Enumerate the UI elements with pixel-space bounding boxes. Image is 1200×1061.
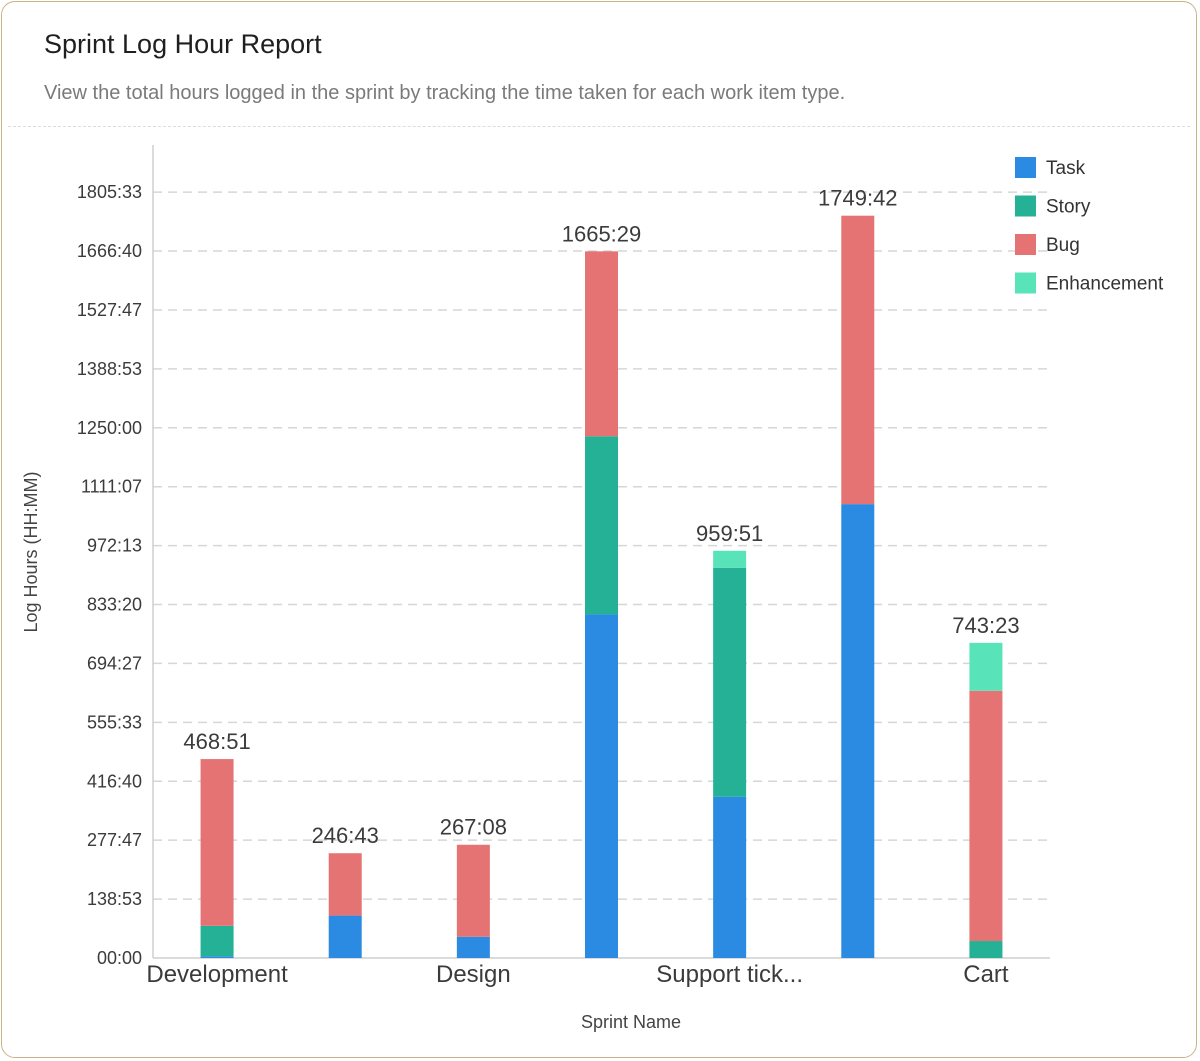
legend-item-bug[interactable]: Bug [1015, 234, 1080, 256]
bar-segment-task[interactable] [328, 915, 362, 958]
bar-segment-story[interactable] [585, 436, 618, 615]
bar-total-label: 1665:29 [562, 221, 642, 246]
bar-total-label: 959:51 [696, 521, 763, 546]
bar-segment-task[interactable] [713, 796, 747, 958]
y-tick-label: 555:33 [87, 712, 142, 732]
y-tick-label: 1111:07 [81, 477, 142, 497]
y-tick-label: 1666:40 [77, 241, 142, 261]
legend-swatch [1015, 195, 1036, 217]
bar-segment-story[interactable] [969, 941, 1003, 958]
x-tick-label: Design [436, 961, 511, 988]
legend-label: Enhancement [1046, 274, 1164, 295]
bar-segment-task[interactable] [841, 504, 875, 958]
legend-label: Story [1046, 197, 1091, 218]
report-subtitle: View the total hours logged in the sprin… [44, 82, 846, 104]
bar-segment-bug[interactable] [841, 215, 875, 505]
x-axis-title: Sprint Name [581, 1012, 681, 1032]
y-tick-label: 138:53 [87, 889, 142, 909]
legend-item-task[interactable]: Task [1015, 157, 1086, 179]
bar-segment-story[interactable] [200, 925, 234, 957]
y-tick-label: 1250:00 [77, 418, 142, 438]
x-tick-labels: Development Design Support tick... Cart [146, 961, 1009, 988]
x-tick-label: Development [146, 961, 288, 988]
y-tick-labels: 00:00 138:53 277:47 416:40 555:33 694:27 833:2… [77, 182, 142, 968]
x-tick-label: Cart [963, 961, 1009, 988]
header-divider [8, 126, 1190, 127]
bar-segment-bug[interactable] [456, 844, 490, 937]
bar-segment-task[interactable] [456, 936, 490, 958]
y-tick-label: 694:27 [87, 653, 142, 673]
y-tick-label: 972:13 [87, 536, 142, 556]
x-tick-label: Support tick... [656, 961, 803, 988]
y-axis-title: Log Hours (HH:MM) [21, 471, 41, 632]
y-tick-label: 00:00 [97, 948, 142, 968]
bar-total-label: 246:43 [312, 823, 379, 848]
bar-segment-task[interactable] [200, 956, 234, 958]
y-tick-label: 416:40 [87, 771, 142, 791]
bar-segment-enhancement[interactable] [713, 550, 747, 568]
report-title: Sprint Log Hour Report [44, 29, 322, 59]
y-tick-label: 833:20 [87, 595, 142, 615]
legend: Task Story Bug Enhancement [1015, 157, 1164, 295]
y-tick-label: 1805:33 [77, 182, 142, 202]
bar-segment-bug[interactable] [328, 853, 362, 916]
bar-total-label: 267:08 [440, 815, 507, 840]
bar-segment-story[interactable] [713, 567, 747, 797]
y-tick-label: 1527:47 [77, 300, 142, 320]
legend-label: Task [1046, 158, 1086, 179]
bar-segment-bug[interactable] [200, 759, 234, 926]
legend-swatch [1015, 234, 1036, 255]
legend-label: Bug [1046, 235, 1080, 256]
bar-segment-enhancement[interactable] [969, 642, 1003, 691]
bars [200, 215, 1003, 958]
bar-segment-bug[interactable] [585, 251, 618, 437]
bar-total-label: 743:23 [952, 613, 1019, 638]
bar-segment-task[interactable] [585, 614, 618, 958]
bar-segment-bug[interactable] [969, 690, 1003, 942]
legend-item-story[interactable]: Story [1015, 195, 1091, 218]
bar-total-label: 468:51 [183, 729, 250, 754]
total-labels: 468:51 246:43 267:08 1665:29 959:51 1749:42 74… [183, 186, 1019, 849]
y-tick-label: 1388:53 [77, 359, 142, 379]
y-tick-label: 277:47 [87, 830, 142, 850]
legend-swatch [1015, 272, 1036, 294]
legend-item-enhancement[interactable]: Enhancement [1015, 272, 1164, 295]
bar-total-label: 1749:42 [818, 186, 898, 211]
legend-swatch [1015, 157, 1036, 178]
